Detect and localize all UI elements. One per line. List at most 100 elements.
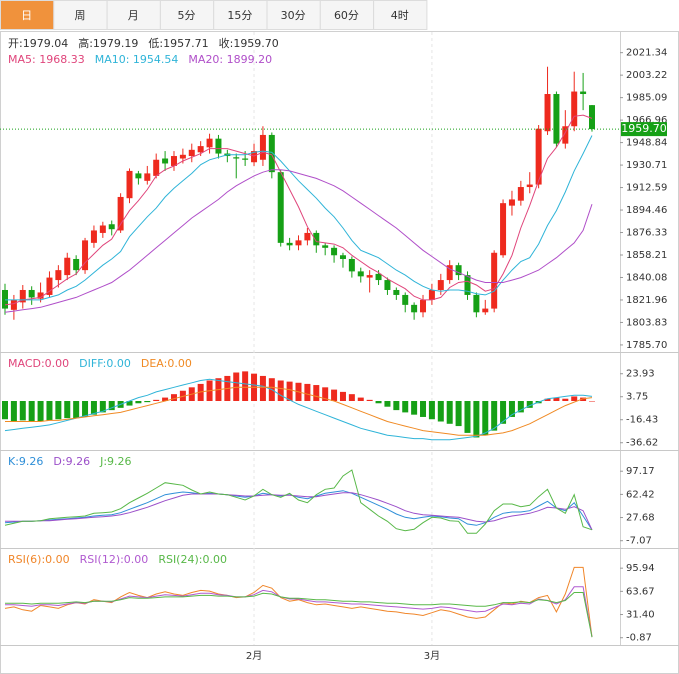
candle-body [553, 94, 560, 144]
candle-body [73, 258, 80, 271]
y-tick-label: 31.40 [626, 610, 655, 621]
tab[interactable] [159, 0, 215, 30]
candle-body [411, 304, 418, 313]
candle-body [402, 294, 409, 305]
y-tick-label: 27.68 [626, 513, 655, 524]
candle-body [215, 138, 222, 154]
candle-body [64, 257, 71, 276]
candle-body [322, 245, 329, 248]
macd-bar [277, 380, 284, 401]
macd-bar [82, 401, 89, 417]
y-tick-label: 1930.71 [626, 160, 667, 171]
candle-body [455, 265, 462, 276]
macd-bar [526, 401, 533, 408]
tab[interactable] [266, 0, 321, 30]
candle-body [428, 289, 435, 300]
x-tick-label: 3月 [424, 650, 440, 662]
macd-bar [428, 401, 435, 420]
macd-bar [375, 401, 382, 404]
candle-body [295, 240, 302, 246]
candle-body [82, 240, 89, 271]
macd-bar [90, 401, 97, 415]
tab-label[interactable]: 4时 [391, 9, 409, 22]
tab-label[interactable]: 月 [128, 9, 139, 22]
legend-entry: RSI(24):0.00 [158, 553, 227, 566]
indicator-line [4, 469, 593, 534]
candle-body [153, 159, 160, 176]
macd-bar [197, 383, 204, 401]
macd-bar [144, 401, 151, 403]
macd-bar [135, 401, 142, 404]
tab-label[interactable]: 周 [74, 9, 85, 22]
y-tick-label: 1948.84 [626, 138, 667, 149]
candle-body [242, 158, 249, 160]
macd-bar [482, 401, 489, 436]
indicator-line [5, 135, 593, 301]
macd-bar [73, 401, 80, 419]
tab-label[interactable]: 日 [21, 9, 32, 22]
candle-body [437, 280, 444, 290]
macd-bar [313, 385, 320, 401]
macd-bar [508, 401, 515, 417]
macd-bar [580, 397, 587, 401]
tab-label[interactable]: 30分 [281, 9, 306, 22]
macd-bar [153, 399, 160, 401]
legend-entry: RSI(12):0.00 [80, 553, 149, 566]
y-tick-label: 2021.34 [626, 48, 667, 59]
macd-bar [393, 401, 400, 411]
macd-bar [99, 401, 106, 413]
candle-body [589, 105, 595, 130]
macd-bar [37, 401, 44, 422]
legend-entry: MACD:0.00 [8, 357, 69, 370]
tab[interactable] [373, 0, 428, 30]
tab-label[interactable]: 5分 [178, 9, 196, 22]
macd-bar [339, 391, 346, 401]
y-tick-label: 63.67 [626, 586, 655, 597]
candle-body [313, 232, 320, 246]
y-tick-label: 2003.22 [626, 70, 667, 81]
macd-bar [455, 401, 462, 427]
y-tick-label: 1858.21 [626, 250, 667, 261]
macd-bar [384, 401, 391, 407]
candle-body [464, 275, 471, 295]
macd-bar [64, 401, 71, 419]
y-tick-label: 1803.83 [626, 317, 667, 328]
y-tick-label: 1821.96 [626, 295, 667, 306]
candle-body [508, 199, 515, 206]
macd-bar [162, 397, 169, 401]
candle-body [19, 289, 26, 303]
indicator-line [4, 169, 593, 313]
legend-entry: DIFF:0.00 [79, 357, 131, 370]
macd-bar [446, 401, 453, 424]
candle-body [170, 156, 177, 166]
legend-entry: J:9.26 [99, 455, 131, 468]
candle-body [544, 94, 551, 132]
tab-label[interactable]: 60分 [334, 9, 359, 22]
candle-body [339, 255, 346, 259]
last-price-box [621, 122, 667, 137]
macd-bar [10, 401, 17, 422]
y-tick-label: 1985.09 [626, 93, 667, 104]
candle-body [179, 154, 186, 159]
macd-bar [242, 371, 249, 401]
candle-body [473, 294, 480, 313]
tab[interactable] [53, 0, 108, 30]
legend-entry: D:9.26 [53, 455, 90, 468]
macd-bar [473, 401, 480, 438]
y-tick-label: 1785.70 [626, 340, 667, 351]
legend-entry: DEA:0.00 [141, 357, 192, 370]
macd-bar [544, 398, 551, 401]
indicator-line [4, 114, 593, 306]
macd-bar [19, 401, 26, 421]
candle-body [348, 258, 355, 272]
indicator-line [5, 492, 593, 531]
macd-bar [464, 401, 471, 433]
y-tick-label: 95.94 [626, 563, 655, 574]
candle-body [562, 126, 569, 144]
candle-body [188, 149, 195, 157]
candle-body [357, 271, 364, 277]
candle-body [268, 134, 275, 173]
macd-bar [170, 394, 177, 401]
tab-label[interactable]: 15分 [227, 9, 252, 22]
